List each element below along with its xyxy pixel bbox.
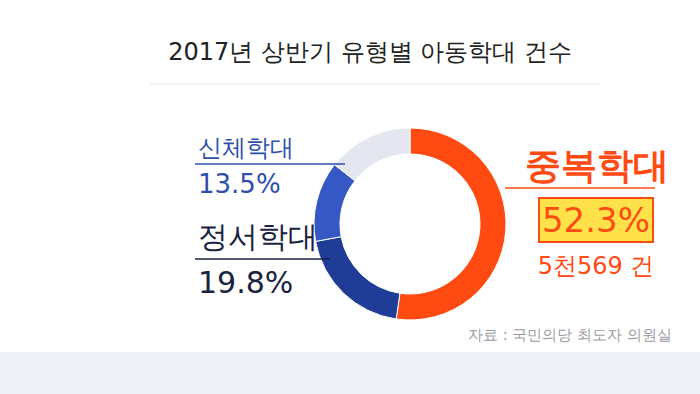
value-label: 13.5% [198,169,281,199]
labels: 중복학대 52.3% 정서학대 19.8% 신체학대 13.5% 5천569 건 [195,134,669,300]
category-label: 신체학대 [198,134,294,162]
donut-slice [335,128,410,181]
chart-svg: 2017년 상반기 유형별 아동학대 건수중복학대 52.3% 정서학대 19.8% 신… [0,0,700,394]
chart-container: 2017년 상반기 유형별 아동학대 건수중복학대 52.3% 정서학대 19.8% 신… [0,0,700,394]
value-label: 19.8% [198,265,293,300]
leader-line [505,187,655,189]
donut [314,128,506,320]
annotation: 5천569 건 [538,252,655,280]
value-label: 52.3% [542,200,650,240]
value-label-box [539,198,653,242]
leader-line [195,163,345,165]
donut-slice [396,128,506,320]
leader-line [195,258,330,260]
footer-band [0,352,700,394]
background [0,0,700,394]
title-rule [150,84,600,85]
category-label: 중복학대 [525,145,669,186]
category-label: 정서학대 [198,219,318,254]
source: 자료 : 국민의당 최도자 의원실 [468,326,672,344]
donut-slice [316,237,400,319]
title: 2017년 상반기 유형별 아동학대 건수 [168,38,572,66]
